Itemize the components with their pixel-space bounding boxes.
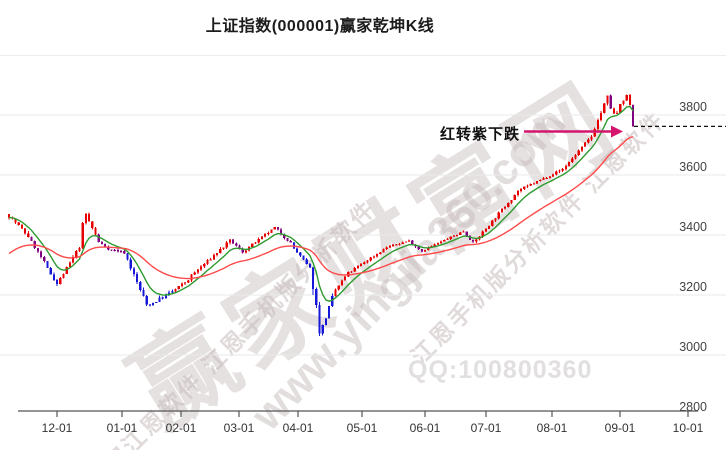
ma-fast-line: [9, 105, 634, 302]
x-axis: 12-01 01-01 02-01 03-01 04-01 05-01 06-01 07-01…: [18, 410, 704, 435]
y-axis-label: 3200: [679, 280, 707, 294]
x-axis-label: 05-01: [347, 421, 378, 435]
brand-footer: 江赢 恩家 赢家江恩软件 www.360gann.com: [0, 385, 260, 450]
x-axis-label: 10-01: [673, 421, 704, 435]
x-axis-label: 01-01: [107, 421, 138, 435]
x-axis-label: 12-01: [42, 421, 73, 435]
ma-slow-line: [8, 136, 634, 280]
chart-title: 上证指数(000001)赢家乾坤K线: [205, 18, 435, 35]
y-axis-label: 3400: [679, 220, 707, 234]
title-divider: [0, 55, 726, 56]
x-axis-label: 03-01: [224, 421, 255, 435]
candles: [8, 94, 635, 336]
y-axis-label: 2800: [679, 400, 707, 414]
y-axis-label: 3800: [679, 100, 707, 114]
x-axis-label: 02-01: [166, 421, 197, 435]
grid-lines: 3800 3600 3400 3200 3000 2800: [0, 100, 726, 414]
annotation-arrow: [524, 125, 623, 138]
annotation-label: 红转紫下跌: [439, 126, 520, 143]
x-axis-label: 06-01: [410, 421, 441, 435]
x-axis-label: 09-01: [605, 421, 636, 435]
y-axis-label: 3600: [679, 160, 707, 174]
x-axis-label: 08-01: [537, 421, 568, 435]
y-axis-label: 3000: [679, 340, 707, 354]
x-axis-label: 07-01: [471, 421, 502, 435]
x-axis-label: 04-01: [283, 421, 314, 435]
